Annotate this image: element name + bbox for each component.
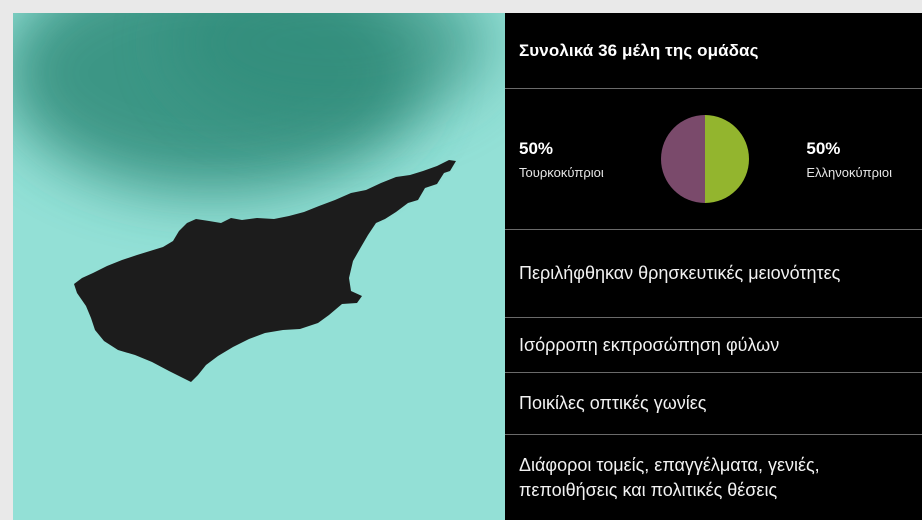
- turkish-cypriot-stat: 50% Τουρκοκύπριοι: [519, 139, 604, 180]
- info-panel: Συνολικά 36 μέλη της ομάδας 50% Τουρκοκύ…: [505, 13, 922, 520]
- team-size-title: Συνολικά 36 μέλη της ομάδας: [519, 40, 759, 60]
- cyprus-map-icon: [74, 160, 456, 382]
- greek-cypriot-label: Ελληνοκύπριοι: [806, 164, 892, 180]
- gender-balance-text: Ισόρροπη εκπροσώπηση φύλων: [519, 334, 780, 355]
- turkish-cypriot-percent: 50%: [519, 138, 554, 158]
- title-row: Συνολικά 36 μέλη της ομάδας: [505, 13, 922, 89]
- list-item: Ποικίλες οπτικές γωνίες: [505, 373, 922, 435]
- turkish-cypriot-label: Τουρκοκύπριοι: [519, 164, 604, 180]
- composition-pie: [660, 114, 750, 204]
- map-panel: [13, 13, 505, 520]
- greek-cypriot-stat: 50% Ελληνοκύπριοι: [806, 139, 892, 180]
- pie-slice-greek-cypriot: [705, 115, 750, 203]
- composition-row: 50% Τουρκοκύπριοι 50% Ελληνοκύπριοι: [505, 89, 922, 230]
- perspectives-text: Ποικίλες οπτικές γωνίες: [519, 393, 707, 413]
- list-item: Διάφοροι τομείς, επαγγέλματα, γενιές, πε…: [505, 435, 922, 520]
- list-item: Ισόρροπη εκπροσώπηση φύλων: [505, 318, 922, 373]
- greek-cypriot-percent: 50%: [806, 138, 841, 158]
- pie-slice-turkish-cypriot: [661, 115, 706, 203]
- info-card: Συνολικά 36 μέλη της ομάδας 50% Τουρκοκύ…: [13, 13, 922, 520]
- list-item: Περιλήφθηκαν θρησκευτικές μειονότητες: [505, 230, 922, 318]
- haze-overlay: [13, 13, 493, 193]
- religious-minorities-text: Περιλήφθηκαν θρησκευτικές μειονότητες: [519, 263, 841, 283]
- sectors-text: Διάφοροι τομείς, επαγγέλματα, γενιές, πε…: [519, 454, 820, 500]
